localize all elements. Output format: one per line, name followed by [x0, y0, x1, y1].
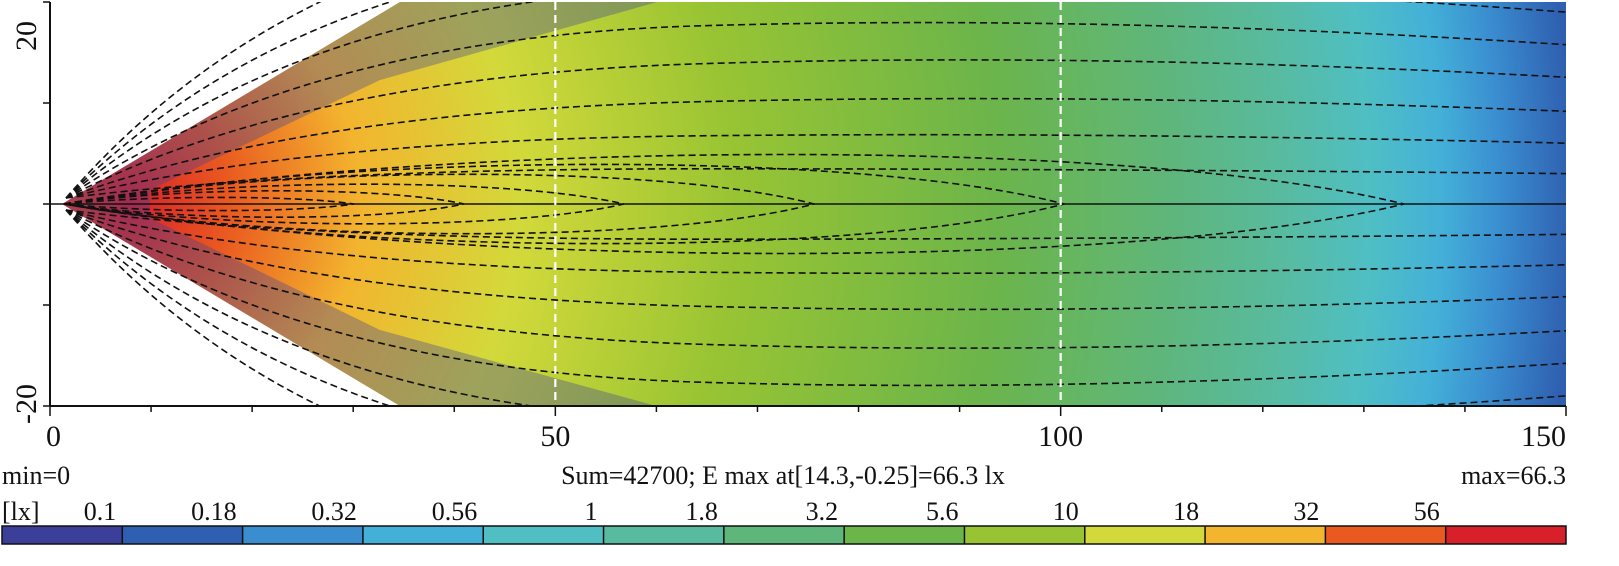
x-tick-label: 150 — [1521, 420, 1566, 453]
colorbar-tick-label: 0.56 — [432, 497, 478, 526]
y-tick-label: 20 — [10, 21, 43, 51]
contour-line — [65, 2, 1566, 199]
colorbar-frame — [1, 525, 1567, 545]
colorbar-band — [964, 526, 1086, 544]
colorbar-tick-label: 18 — [1173, 497, 1199, 526]
colorbar-tick-label: 10 — [1053, 497, 1079, 526]
x-grid-lines — [554, 2, 1062, 406]
max-label: max=66.3 — [1461, 461, 1566, 490]
colorbar-band — [483, 526, 605, 544]
colorbar-band — [242, 526, 364, 544]
contour-line — [65, 2, 322, 199]
min-label: min=0 — [2, 461, 70, 490]
contour-line — [65, 209, 1566, 241]
contour-line — [65, 21, 1566, 199]
colorbar-band — [1084, 526, 1206, 544]
y-ticks: 20 -20 — [10, 1, 50, 424]
contour-line — [65, 133, 1566, 199]
x-ticks: 0 50 100 150 — [46, 406, 1567, 453]
colorbar-tick-label: 3.2 — [806, 497, 839, 526]
contour-line — [65, 209, 1566, 311]
colorbar-tick-label: 0.32 — [311, 497, 357, 526]
colorbar-band — [844, 526, 965, 544]
colorbar-band — [2, 526, 123, 544]
contour-line — [65, 209, 322, 406]
colorbar-band — [723, 526, 845, 544]
x-tick-label: 50 — [540, 420, 570, 453]
x-tick-label: 0 — [46, 420, 61, 453]
colorbar-tick-label: 32 — [1293, 497, 1319, 526]
colorbar-tick-label: 56 — [1414, 497, 1440, 526]
colorbar-tick-label: 1.8 — [685, 497, 718, 526]
contour-line — [65, 2, 393, 199]
colorbar-band — [603, 526, 725, 544]
contour-line — [65, 167, 1566, 199]
sum-label: Sum=42700; E max at[14.3,-0.25]=66.3 lx — [561, 461, 1005, 490]
contour-line — [65, 97, 1566, 199]
colorbar-tick-label: 1 — [585, 497, 598, 526]
contour-line — [65, 209, 1566, 387]
low-illuminance-fringe — [62, 2, 658, 406]
y-tick-label: -20 — [10, 384, 43, 424]
colorbar-unit-label: [lx] — [2, 497, 40, 526]
contour-line — [65, 209, 1566, 275]
contour-line — [65, 209, 1566, 406]
colorbar-band — [362, 526, 484, 544]
colorbar-band — [122, 526, 244, 544]
x-tick-label: 100 — [1038, 420, 1083, 453]
colorbar-band — [1205, 526, 1326, 544]
colorbar: 0.1 0.18 0.32 0.56 1 1.8 3.2 5.6 10 18 32 56 — [1, 497, 1567, 545]
contour-line — [65, 209, 393, 406]
colorbar-tick-label: 5.6 — [926, 497, 959, 526]
colorbar-band — [1325, 526, 1447, 544]
colorbar-band — [1445, 526, 1567, 544]
colorbar-tick-label: 0.18 — [191, 497, 237, 526]
colorbar-tick-label: 0.1 — [84, 497, 117, 526]
